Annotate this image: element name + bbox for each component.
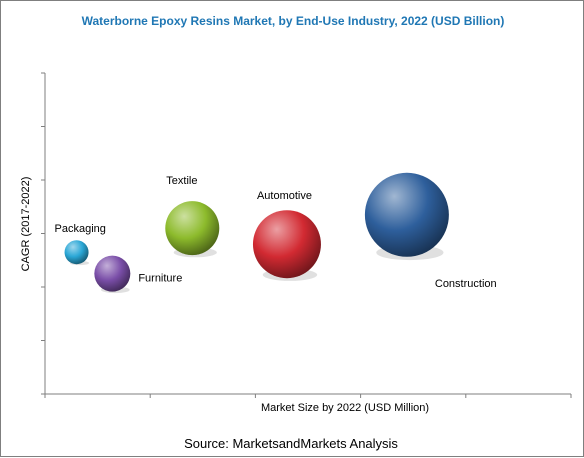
bubble-furniture xyxy=(94,255,131,292)
bubble-label-furniture: Furniture xyxy=(138,273,182,285)
chart-title: Waterborne Epoxy Resins Market, by End-U… xyxy=(82,14,505,28)
y-axis-label: CAGR (2017-2022) xyxy=(20,177,32,272)
bubble-construction xyxy=(364,172,449,257)
bubbles: Packaging Furniture Textile Automotive Const… xyxy=(55,172,497,294)
bubble-label-textile: Textile xyxy=(166,175,197,187)
source-note: Source: MarketsandMarkets Analysis xyxy=(184,436,398,451)
bubble-label-construction: Construction xyxy=(435,278,497,290)
x-axis-label: Market Size by 2022 (USD Million) xyxy=(261,402,429,414)
bubble-packaging xyxy=(64,240,89,265)
axes xyxy=(41,72,572,398)
bubble-label-automotive: Automotive xyxy=(257,190,312,202)
bubble-textile xyxy=(165,201,220,256)
bubble-label-packaging: Packaging xyxy=(55,223,106,235)
bubble-automotive xyxy=(252,210,321,279)
